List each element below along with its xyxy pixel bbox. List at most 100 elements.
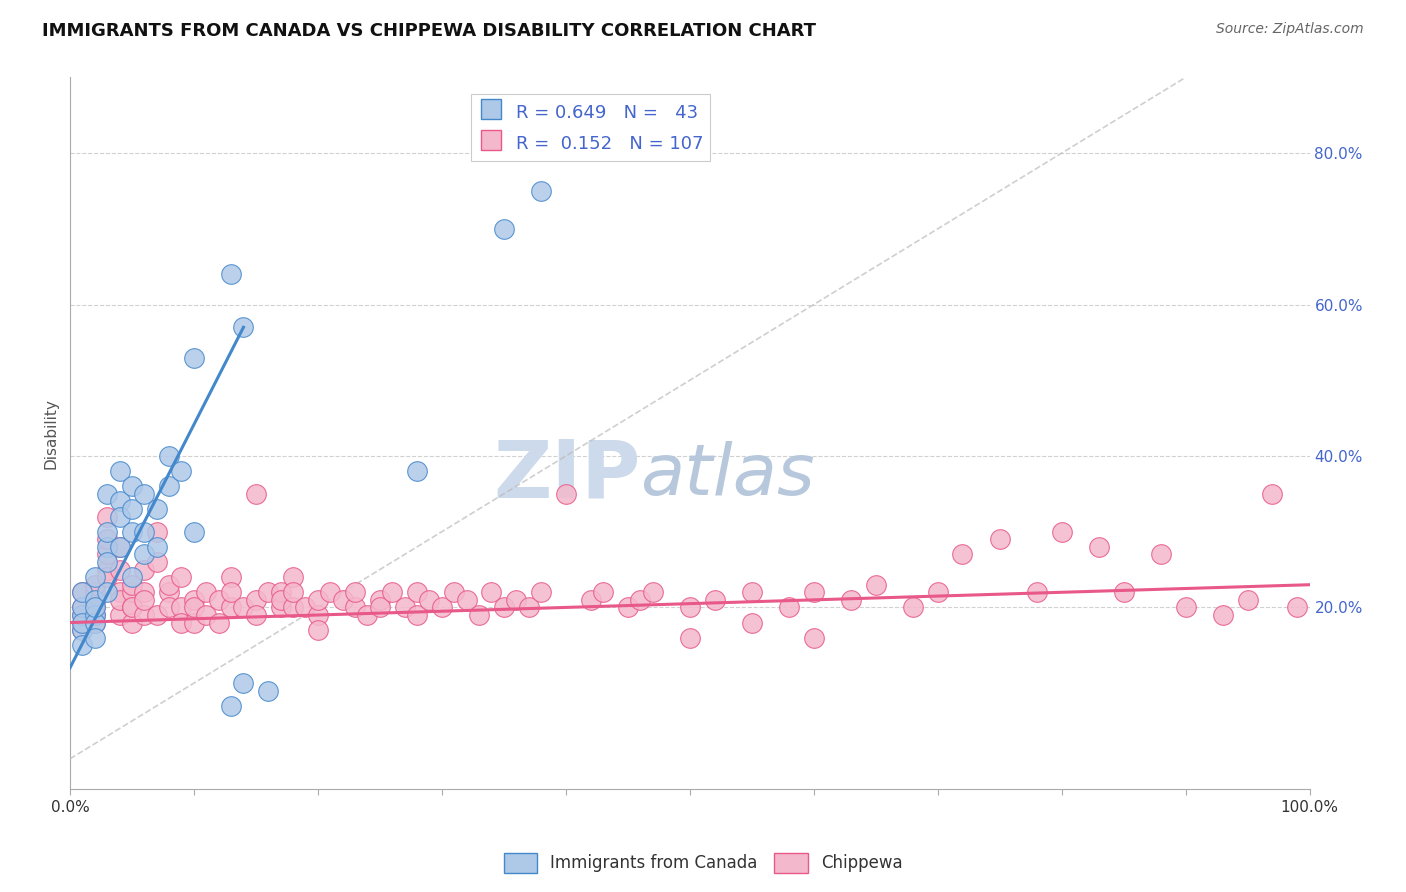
Point xyxy=(183,615,205,630)
Point xyxy=(83,607,105,622)
Point xyxy=(121,502,143,516)
Point xyxy=(530,184,553,198)
Point xyxy=(108,607,131,622)
Point xyxy=(281,600,304,615)
Point xyxy=(108,509,131,524)
Legend: Immigrants from Canada, Chippewa: Immigrants from Canada, Chippewa xyxy=(496,847,910,880)
Point xyxy=(83,615,105,630)
Point xyxy=(121,524,143,539)
Point xyxy=(406,585,429,599)
Point xyxy=(394,600,416,615)
Point xyxy=(72,615,94,630)
Point xyxy=(245,607,267,622)
Point xyxy=(121,578,143,592)
Point xyxy=(356,607,378,622)
Point xyxy=(307,592,329,607)
Point xyxy=(332,592,354,607)
Point xyxy=(134,607,156,622)
Point xyxy=(195,607,218,622)
Point xyxy=(741,585,763,599)
Point xyxy=(1261,487,1284,501)
Point xyxy=(952,548,974,562)
Point xyxy=(83,570,105,584)
Point xyxy=(157,578,180,592)
Point xyxy=(145,540,167,554)
Point xyxy=(157,449,180,463)
Point xyxy=(319,585,342,599)
Point xyxy=(418,592,440,607)
Point xyxy=(72,607,94,622)
Point xyxy=(195,585,218,599)
Point xyxy=(183,592,205,607)
Point xyxy=(72,585,94,599)
Text: IMMIGRANTS FROM CANADA VS CHIPPEWA DISABILITY CORRELATION CHART: IMMIGRANTS FROM CANADA VS CHIPPEWA DISAB… xyxy=(42,22,815,40)
Point xyxy=(579,592,602,607)
Point xyxy=(83,600,105,615)
Point xyxy=(72,623,94,637)
Point xyxy=(443,585,465,599)
Point xyxy=(245,592,267,607)
Point xyxy=(219,698,242,713)
Point xyxy=(219,268,242,282)
Point xyxy=(530,585,553,599)
Point xyxy=(83,585,105,599)
Point xyxy=(72,600,94,615)
Point xyxy=(988,533,1011,547)
Point xyxy=(121,585,143,599)
Point xyxy=(83,592,105,607)
Point xyxy=(554,487,576,501)
Point xyxy=(294,600,316,615)
Point xyxy=(108,563,131,577)
Point xyxy=(270,585,292,599)
Point xyxy=(1112,585,1135,599)
Point xyxy=(134,585,156,599)
Point xyxy=(96,548,118,562)
Text: atlas: atlas xyxy=(640,442,814,510)
Point xyxy=(232,600,254,615)
Point xyxy=(232,676,254,690)
Point xyxy=(479,585,502,599)
Point xyxy=(927,585,949,599)
Point xyxy=(72,607,94,622)
Point xyxy=(170,570,193,584)
Point xyxy=(83,578,105,592)
Point xyxy=(170,600,193,615)
Point xyxy=(108,464,131,478)
Point xyxy=(145,524,167,539)
Point xyxy=(83,600,105,615)
Point xyxy=(257,683,280,698)
Point xyxy=(96,524,118,539)
Point xyxy=(1025,585,1047,599)
Point xyxy=(108,592,131,607)
Point xyxy=(96,540,118,554)
Point xyxy=(592,585,614,599)
Point xyxy=(96,509,118,524)
Point xyxy=(72,600,94,615)
Legend: R = 0.649   N =   43, R =  0.152   N = 107: R = 0.649 N = 43, R = 0.152 N = 107 xyxy=(471,94,710,161)
Point xyxy=(839,592,862,607)
Point xyxy=(270,592,292,607)
Point xyxy=(281,570,304,584)
Point xyxy=(108,540,131,554)
Point xyxy=(406,464,429,478)
Text: Source: ZipAtlas.com: Source: ZipAtlas.com xyxy=(1216,22,1364,37)
Point xyxy=(134,592,156,607)
Point xyxy=(72,638,94,652)
Point xyxy=(430,600,453,615)
Point xyxy=(505,592,527,607)
Point xyxy=(134,524,156,539)
Point xyxy=(108,585,131,599)
Point xyxy=(406,607,429,622)
Point xyxy=(901,600,924,615)
Point xyxy=(134,563,156,577)
Point xyxy=(219,585,242,599)
Text: ZIP: ZIP xyxy=(494,437,640,515)
Point xyxy=(368,592,391,607)
Point xyxy=(517,600,540,615)
Point xyxy=(741,615,763,630)
Point xyxy=(1212,607,1234,622)
Point xyxy=(96,563,118,577)
Point xyxy=(245,487,267,501)
Point xyxy=(1236,592,1258,607)
Point xyxy=(208,615,231,630)
